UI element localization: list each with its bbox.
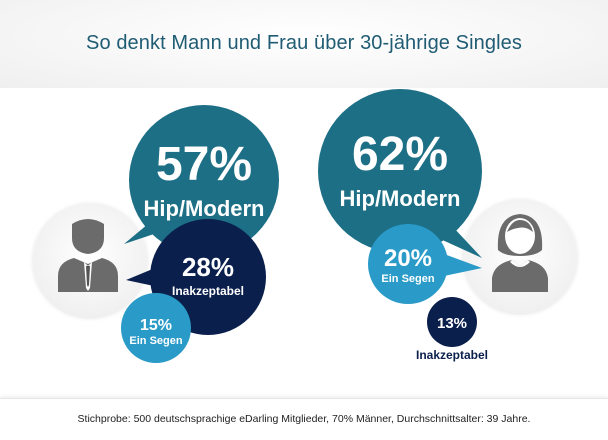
men-group: 57% Hip/Modern 28% Inakzeptabel 15% Ein … bbox=[33, 105, 279, 363]
women-mid-bubble: 13% Inakzeptabel bbox=[416, 297, 488, 362]
women-inakzeptabel-label: Inakzeptabel bbox=[416, 348, 488, 362]
women-inakzeptabel-pct: 13% bbox=[437, 315, 467, 332]
men-hip-label: Hip/Modern bbox=[144, 196, 265, 221]
woman-avatar-icon bbox=[492, 214, 548, 292]
women-big-bubble: 62% Hip/Modern bbox=[318, 89, 482, 258]
man-avatar-icon bbox=[58, 219, 118, 292]
women-group: 62% Hip/Modern 20% Ein Segen 13% Inakzep… bbox=[318, 89, 577, 362]
men-segen-label: Ein Segen bbox=[129, 335, 182, 347]
women-small-bubble: 20% Ein Segen bbox=[368, 224, 482, 304]
women-segen-label: Ein Segen bbox=[381, 273, 434, 285]
women-bubble-tail bbox=[438, 226, 482, 258]
women-hip-pct: 62% bbox=[352, 128, 448, 181]
women-bubble-segen bbox=[368, 224, 448, 304]
women-hip-label: Hip/Modern bbox=[340, 186, 461, 211]
men-hip-pct: 57% bbox=[156, 138, 252, 191]
men-small-bubble: 15% Ein Segen bbox=[121, 293, 191, 363]
women-segen-pct: 20% bbox=[384, 245, 432, 272]
women-segen-tail bbox=[444, 254, 482, 276]
title-band bbox=[0, 0, 608, 88]
men-bubble-tail bbox=[124, 224, 160, 244]
footer-note: Stichprobe: 500 deutschsprachige eDarlin… bbox=[77, 413, 531, 425]
page-title: So denkt Mann und Frau über 30-jährige S… bbox=[86, 32, 522, 54]
men-inakzeptabel-pct: 28% bbox=[182, 252, 234, 282]
men-inakzeptabel-label: Inakzeptabel bbox=[172, 284, 244, 298]
women-bubble-hip bbox=[318, 89, 482, 253]
footer-band bbox=[0, 398, 608, 440]
men-big-bubble: 57% Hip/Modern bbox=[124, 105, 279, 255]
men-mid-tail bbox=[126, 268, 155, 286]
men-segen-pct: 15% bbox=[140, 317, 172, 334]
men-bubble-segen bbox=[121, 293, 191, 363]
women-bubble-inakzeptabel bbox=[427, 297, 477, 347]
men-bubble-hip bbox=[129, 105, 279, 255]
